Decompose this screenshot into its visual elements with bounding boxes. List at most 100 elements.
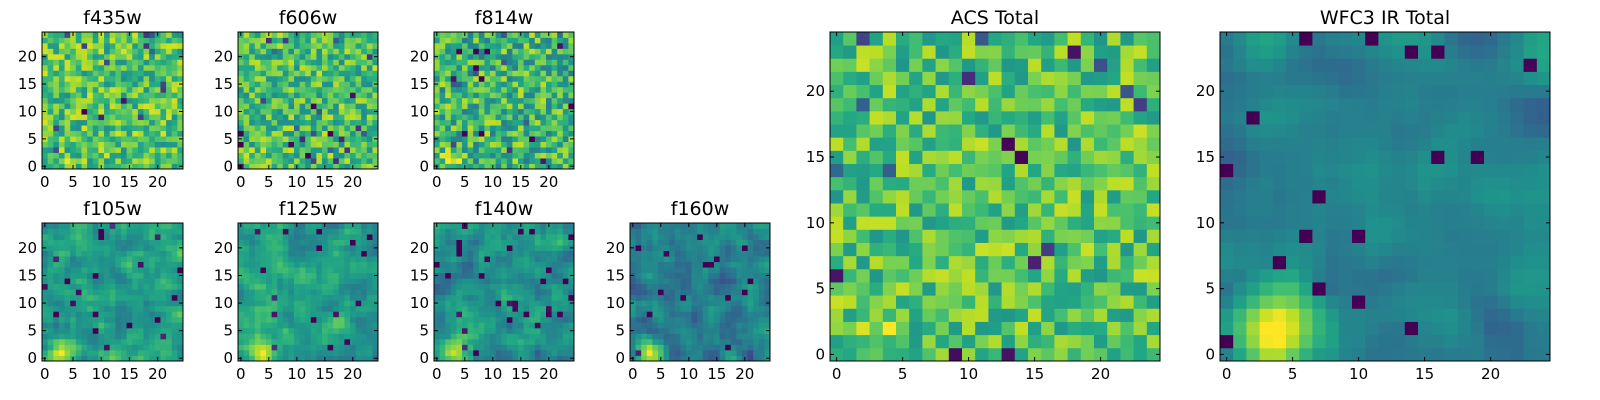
heatmap-cell: [350, 322, 356, 329]
heatmap-cell: [372, 305, 379, 312]
heatmap-cell: [143, 311, 150, 318]
heatmap-cell: [635, 333, 642, 340]
heatmap-cell: [126, 239, 133, 246]
heatmap-cell: [254, 294, 261, 301]
heatmap-cell: [557, 152, 564, 159]
heatmap-cell: [935, 203, 950, 217]
heatmap-cell: [305, 53, 312, 60]
heatmap-cell: [708, 267, 715, 274]
heatmap-cell: [310, 108, 317, 115]
heatmap-cell: [753, 283, 760, 290]
heatmap-cell: [450, 163, 457, 170]
heatmap-cell: [58, 300, 65, 307]
heatmap-cell: [467, 64, 474, 71]
heatmap-cell: [344, 130, 351, 137]
heatmap-cell: [305, 158, 312, 164]
heatmap-cell: [282, 234, 289, 240]
heatmap-cell: [546, 245, 552, 251]
heatmap-cell: [149, 256, 156, 263]
heatmap-cell: [299, 234, 306, 240]
x-tick-label: 20: [539, 173, 558, 191]
heatmap-cell: [484, 108, 491, 115]
heatmap-cell: [630, 338, 636, 345]
heatmap-cell: [1133, 321, 1148, 336]
heatmap-cell: [58, 267, 65, 274]
heatmap-cell: [166, 141, 173, 148]
heatmap-cell: [160, 136, 167, 142]
heatmap-cell: [512, 250, 519, 257]
heatmap-cell: [92, 53, 99, 60]
heatmap-cell: [243, 141, 250, 148]
heatmap-cell: [962, 189, 976, 204]
heatmap-cell: [518, 130, 524, 137]
heatmap-cell: [322, 108, 328, 115]
heatmap-cell: [254, 53, 261, 60]
heatmap-cell: [523, 119, 530, 126]
heatmap-cell: [87, 136, 94, 142]
heatmap-cell: [355, 234, 362, 240]
heatmap-cell: [551, 256, 558, 263]
heatmap-cell: [282, 333, 289, 340]
heatmap-cell: [697, 344, 704, 351]
heatmap-cell: [316, 305, 323, 312]
heatmap-cell: [70, 86, 77, 93]
heatmap-cell: [98, 136, 105, 142]
heatmap-cell: [366, 234, 373, 240]
heatmap-cell: [635, 261, 642, 268]
heatmap-cell: [149, 239, 156, 246]
heatmap-cell: [361, 349, 368, 356]
heatmap-cell: [512, 261, 519, 268]
heatmap-cell: [484, 158, 491, 164]
heatmap-cell: [450, 114, 457, 121]
heatmap-cell: [922, 321, 936, 336]
heatmap-cell: [350, 256, 356, 263]
heatmap-cell: [87, 338, 94, 345]
heatmap-cell: [568, 42, 575, 49]
heatmap-cell: [562, 327, 569, 334]
heatmap-cell: [1094, 282, 1108, 296]
heatmap-cell: [1014, 229, 1029, 243]
heatmap-cell: [1133, 295, 1148, 309]
heatmap-cell: [658, 239, 664, 246]
heatmap-cell: [450, 141, 457, 148]
heatmap-cell: [299, 64, 306, 71]
heatmap-cell: [171, 289, 178, 296]
y-tick-label: 0: [419, 157, 429, 175]
heatmap-cell: [630, 311, 636, 318]
heatmap-cell: [1067, 203, 1082, 217]
heatmap-cell: [484, 300, 491, 307]
heatmap-cell: [361, 333, 368, 340]
heatmap-cell: [316, 48, 323, 55]
heatmap-cell: [58, 278, 65, 285]
heatmap-cell: [736, 344, 743, 351]
heatmap-cell: [445, 141, 452, 148]
heatmap-cell: [551, 250, 558, 257]
heatmap-cell: [490, 152, 496, 159]
heatmap-cell: [260, 322, 267, 329]
heatmap-cell: [277, 48, 284, 55]
heatmap-cell: [445, 228, 452, 235]
heatmap-cell: [551, 239, 558, 246]
heatmap-cell: [529, 130, 536, 137]
heatmap-cell: [646, 234, 653, 240]
heatmap-cell: [1094, 176, 1108, 191]
heatmap-cell: [490, 294, 496, 301]
heatmap-cell: [462, 267, 468, 274]
heatmap-cell: [434, 234, 440, 240]
heatmap-cell: [1120, 268, 1134, 283]
heatmap-cell: [439, 289, 446, 296]
heatmap-cell: [1041, 268, 1055, 283]
heatmap-cell: [115, 59, 122, 66]
heatmap-cell: [92, 278, 99, 285]
heatmap-cell: [495, 64, 502, 71]
heatmap-cell: [506, 327, 513, 334]
heatmap-cell: [434, 289, 440, 296]
heatmap-cell: [282, 163, 289, 170]
heatmap-cell: [282, 114, 289, 121]
heatmap-cell: [132, 267, 139, 274]
heatmap-cell: [344, 272, 351, 279]
heatmap-cell: [506, 136, 513, 142]
heatmap-cell: [109, 327, 116, 334]
heatmap-cell: [294, 114, 300, 121]
heatmap-cell: [260, 64, 267, 71]
